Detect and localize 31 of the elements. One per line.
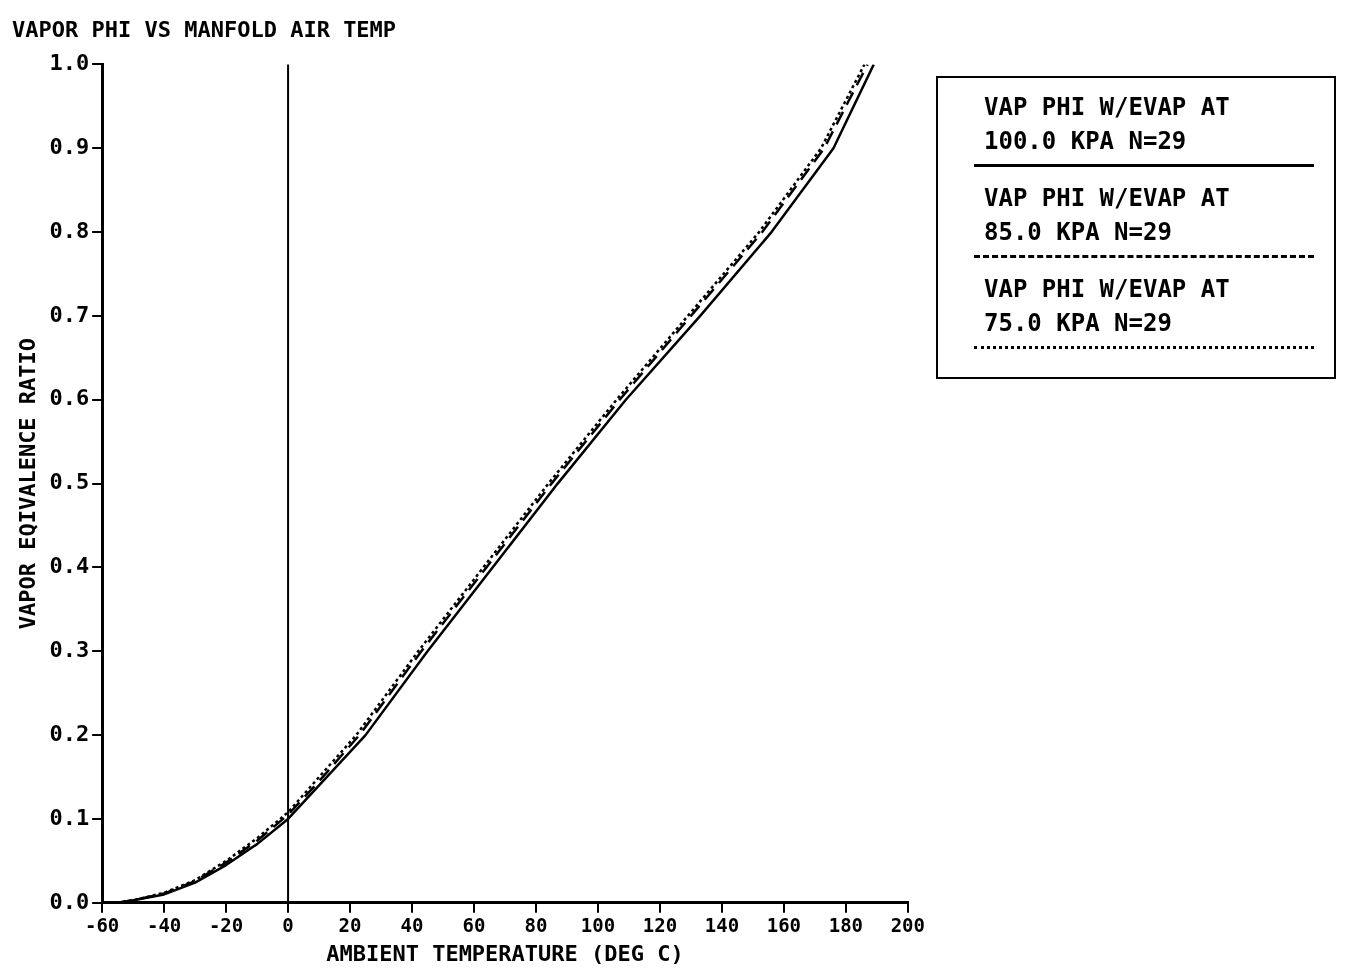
text: VAP PHI W/EVAP AT 85.0 KPA N=29 (983, 183, 1231, 248)
y-tick-label: 0.4 (49, 553, 90, 579)
x-tick-label: 60 (462, 914, 486, 937)
x-tick-label: 180 (828, 914, 864, 937)
x-tick-label: 40 (400, 914, 424, 937)
y-tick-label: 0.9 (49, 133, 90, 159)
x-tick-label: -60 (84, 914, 120, 937)
x-tick-label: -40 (146, 914, 182, 937)
x-tick-label: 20 (338, 914, 362, 937)
chart-title: VAPOR PHI VS MANFOLD AIR TEMP (12, 16, 397, 42)
x-tick-label: 140 (704, 914, 740, 937)
y-tick-label: 0.5 (49, 469, 90, 495)
y-tick-label: 1.0 (49, 50, 90, 76)
y-tick-label: 0.0 (49, 888, 90, 914)
text: VAP PHI W/EVAP AT 100.0 KPA N=29 (983, 92, 1231, 157)
y-tick-label: 0.7 (49, 301, 90, 327)
y-tick-label: 0.1 (49, 804, 90, 830)
x-tick-label: 100 (580, 914, 616, 937)
text: VAP PHI W/EVAP AT 75.0 KPA N=29 (983, 274, 1231, 339)
x-tick-label: -20 (208, 914, 244, 937)
x-axis-title: AMBIENT TEMPERATURE (DEG C) (326, 940, 684, 966)
y-axis-title: VAPOR EQIVALENCE RATIO (14, 337, 40, 630)
y-tick-label: 0.3 (49, 637, 90, 662)
y-tick-label: 0.8 (49, 217, 90, 243)
x-tick-label: 160 (766, 914, 802, 937)
x-tick-label: 200 (890, 914, 926, 937)
y-tick-label: 0.6 (49, 385, 90, 411)
x-tick-label: 120 (642, 914, 678, 937)
y-tick-label: 0.2 (49, 720, 90, 746)
x-tick-label: 0 (282, 914, 294, 937)
x-tick-label: 80 (524, 914, 548, 937)
